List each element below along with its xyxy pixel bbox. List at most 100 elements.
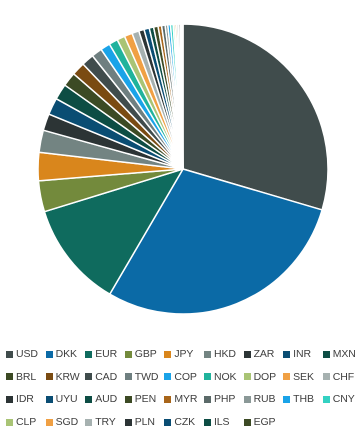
legend-swatch [322, 373, 330, 381]
legend-label: ZAR [253, 348, 275, 361]
legend-label: HKD [213, 348, 236, 361]
legend-item-brl: BRL [6, 371, 46, 383]
legend-item-gbp: GBP [124, 348, 165, 361]
legend-swatch [85, 395, 93, 403]
legend-item-uyu: UYU [45, 393, 86, 406]
legend-label: TWD [134, 370, 159, 383]
legend-label: DKK [55, 348, 77, 361]
legend-item-inr: INR [283, 348, 323, 360]
legend-label: AUD [95, 393, 118, 406]
legend-item-dkk: DKK [45, 348, 86, 361]
legend-swatch [164, 395, 172, 403]
legend-label: PHP [213, 393, 236, 406]
legend-item-aud: AUD [85, 393, 125, 405]
legend-item-hkd: HKD [203, 348, 244, 361]
legend-item-sgd: SGD [45, 416, 86, 429]
pie-chart [37, 23, 329, 315]
legend-swatch [124, 350, 132, 358]
legend-label: BRL [16, 370, 37, 383]
legend-label: JPY [174, 348, 194, 361]
legend-label: CLP [16, 416, 37, 429]
legend-swatch [124, 373, 132, 381]
legend-item-czk: CZK [164, 416, 204, 428]
legend-item-chf: CHF [322, 370, 363, 383]
legend-swatch [6, 350, 13, 358]
legend-swatch [203, 418, 211, 426]
legend-swatch [203, 350, 211, 358]
pie-slice-eur [43, 168, 184, 295]
legend-label: ILS [213, 416, 230, 429]
legend-swatch [243, 395, 251, 403]
legend-item-ils: ILS [203, 416, 244, 429]
legend-label: CNY [332, 393, 355, 406]
legend-item-rub: RUB [243, 393, 284, 405]
legend-swatch [6, 395, 13, 403]
legend-label: THB [293, 393, 314, 406]
legend-swatch [85, 350, 93, 358]
pie-slice-usd [182, 23, 329, 211]
legend-swatch [283, 350, 291, 358]
pie-slice-egp [181, 23, 184, 170]
legend-swatch [243, 418, 251, 426]
legend-swatch [164, 418, 172, 426]
legend-item-zar: ZAR [243, 348, 284, 361]
legend-swatch [85, 418, 93, 426]
legend-label: MYR [174, 393, 198, 406]
legend-label: DOP [253, 370, 277, 383]
legend-label: IDR [16, 393, 34, 406]
legend-item-mxn: MXN [322, 348, 363, 360]
legend-swatch [322, 350, 330, 358]
legend-label: TRY [95, 416, 116, 429]
legend-item-php: PHP [203, 393, 244, 406]
legend-swatch [164, 350, 172, 358]
legend-label: UYU [55, 393, 78, 406]
legend-item-cad: CAD [85, 371, 125, 383]
legend-item-pln: PLN [124, 416, 165, 429]
legend-item-idr: IDR [6, 393, 46, 405]
legend-item-eur: EUR [85, 348, 125, 360]
legend-swatch [283, 395, 291, 403]
legend-item-dop: DOP [243, 370, 284, 383]
legend-swatch [6, 373, 13, 381]
legend-item-usd: USD [6, 348, 46, 360]
legend-swatch [243, 350, 251, 358]
legend-label: NOK [213, 370, 237, 383]
legend-row: CLP SGD TRY PLN CZK ILS EGP [6, 411, 364, 434]
legend-label: EGP [253, 416, 276, 429]
legend-row: BRL KRW CAD TWD COP NOK DOP SEK CHF [6, 366, 364, 389]
legend-swatch [45, 418, 53, 426]
legend: USD DKK EUR GBP JPY HKD ZAR INR MXN BRL KRW CAD TWD C… [6, 343, 364, 433]
legend-label: USD [16, 348, 38, 361]
legend-row: USD DKK EUR GBP JPY HKD ZAR INR MXN [6, 343, 364, 366]
legend-item-egp: EGP [243, 416, 284, 429]
legend-item-cny: CNY [322, 393, 363, 406]
legend-label: CHF [332, 370, 355, 383]
legend-label: PEN [134, 393, 157, 406]
legend-label: INR [293, 348, 311, 361]
legend-item-myr: MYR [164, 393, 204, 405]
legend-swatch [6, 418, 13, 426]
legend-swatch [124, 418, 132, 426]
legend-label: CZK [174, 416, 196, 429]
legend-item-clp: CLP [6, 416, 46, 428]
legend-item-thb: THB [283, 393, 323, 405]
legend-swatch [203, 395, 211, 403]
legend-swatch [283, 373, 291, 381]
legend-item-krw: KRW [45, 371, 86, 383]
legend-item-pen: PEN [124, 393, 165, 406]
legend-label: PLN [134, 416, 155, 429]
legend-item-try: TRY [85, 416, 125, 428]
legend-swatch [243, 373, 251, 381]
legend-swatch [203, 373, 211, 381]
legend-swatch [45, 395, 53, 403]
legend-label: SGD [55, 416, 79, 429]
legend-swatch [322, 395, 330, 403]
legend-swatch [85, 373, 93, 381]
legend-item-cop: COP [164, 371, 204, 383]
pie-slice-dkk [109, 168, 323, 315]
legend-swatch [164, 373, 172, 381]
legend-swatch [45, 350, 53, 358]
legend-label: CAD [95, 370, 118, 383]
legend-label: GBP [134, 348, 157, 361]
legend-item-sek: SEK [283, 371, 323, 383]
